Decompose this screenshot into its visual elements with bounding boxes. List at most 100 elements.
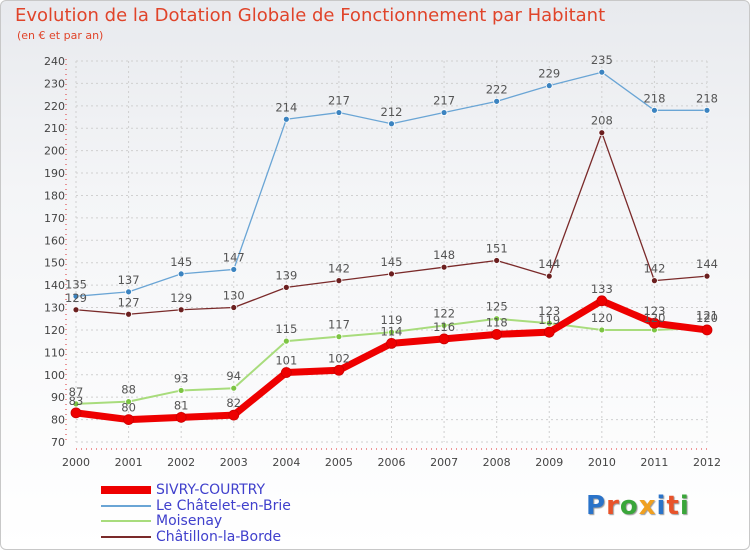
- data-label: 123: [643, 304, 665, 318]
- data-point: [596, 295, 608, 307]
- y-tick-label: 120: [44, 324, 65, 337]
- y-tick-label: 200: [44, 145, 65, 158]
- logo-letter: o: [619, 491, 639, 521]
- x-tick-label: 2007: [430, 456, 458, 469]
- y-tick-label: 130: [44, 302, 65, 315]
- data-label: 142: [643, 262, 665, 276]
- data-label: 217: [433, 94, 455, 108]
- data-point: [282, 337, 290, 345]
- data-point: [177, 270, 185, 278]
- data-point: [598, 68, 606, 76]
- data-label: 117: [328, 318, 350, 332]
- data-label: 144: [538, 257, 560, 271]
- data-point: [545, 82, 553, 90]
- data-point: [125, 310, 132, 318]
- data-label: 151: [486, 241, 508, 255]
- data-label: 125: [486, 300, 508, 314]
- data-label: 217: [328, 94, 350, 108]
- data-point: [649, 317, 660, 329]
- data-point: [177, 306, 185, 314]
- data-label: 122: [433, 306, 455, 320]
- data-point: [386, 337, 397, 349]
- x-tick-label: 2006: [378, 456, 406, 469]
- legend-swatch: [101, 535, 151, 538]
- chart-title: Evolution de la Dotation Globale de Fonc…: [15, 5, 606, 26]
- logo-letter: x: [638, 491, 657, 521]
- legend-swatch: [101, 486, 151, 494]
- data-label: 116: [433, 320, 455, 334]
- x-tick-label: 2002: [167, 456, 195, 469]
- data-point: [701, 324, 713, 336]
- legend-label: Moisenay: [156, 513, 223, 529]
- x-tick-label: 2003: [220, 456, 248, 469]
- x-tick-label: 2010: [588, 456, 616, 469]
- data-point: [545, 272, 553, 280]
- data-point: [703, 106, 711, 114]
- data-label: 118: [486, 315, 508, 329]
- data-point: [280, 367, 292, 378]
- y-tick-label: 230: [44, 77, 65, 90]
- data-point: [388, 328, 395, 336]
- x-tick-label: 2009: [535, 456, 563, 469]
- data-label: 119: [538, 313, 560, 327]
- data-point: [125, 398, 132, 406]
- y-tick-label: 140: [44, 279, 65, 292]
- x-tick-label: 2005: [325, 456, 353, 469]
- legend-swatch: [101, 504, 151, 507]
- y-tick-label: 190: [44, 167, 65, 180]
- data-point: [493, 315, 501, 323]
- data-label: 101: [275, 354, 297, 368]
- data-point: [651, 106, 658, 114]
- data-label: 235: [591, 53, 613, 67]
- data-label: 83: [69, 394, 84, 408]
- logo-letter: r: [606, 491, 620, 521]
- data-point: [493, 97, 501, 105]
- data-label: 81: [174, 398, 189, 412]
- data-point: [388, 270, 395, 278]
- data-point: [651, 277, 658, 285]
- x-tick-label: 2008: [483, 456, 511, 469]
- data-point: [543, 326, 555, 338]
- data-point: [440, 322, 448, 329]
- data-label: 144: [696, 257, 718, 271]
- y-tick-label: 70: [51, 436, 65, 449]
- data-label: 212: [381, 105, 403, 119]
- y-tick-label: 110: [44, 346, 65, 359]
- data-label: 93: [174, 371, 189, 385]
- data-point: [72, 292, 80, 300]
- data-label: 120: [696, 311, 718, 325]
- y-tick-label: 220: [44, 100, 65, 113]
- data-point: [282, 283, 290, 291]
- chart-subtitle: (en € et par an): [17, 29, 104, 42]
- data-label: 137: [118, 273, 140, 287]
- data-label: 147: [223, 250, 245, 264]
- data-label: 88: [121, 383, 136, 397]
- data-point: [175, 411, 187, 423]
- data-point: [335, 277, 343, 285]
- data-label: 121: [696, 309, 718, 323]
- data-point: [230, 384, 238, 392]
- data-point: [72, 306, 80, 314]
- legend-label: Châtillon-la-Borde: [156, 528, 282, 545]
- y-tick-label: 150: [44, 257, 65, 270]
- data-point: [438, 333, 450, 345]
- proxiti-logo: Proxiti: [586, 491, 690, 521]
- data-label: 129: [65, 291, 87, 305]
- data-point: [493, 257, 501, 264]
- x-tick-label: 2001: [115, 456, 143, 469]
- data-label: 127: [118, 295, 140, 309]
- data-label: 148: [433, 248, 455, 262]
- data-point: [177, 387, 185, 394]
- x-tick-label: 2012: [693, 456, 721, 469]
- data-label: 129: [170, 291, 192, 305]
- y-tick-label: 100: [44, 369, 65, 382]
- logo-letter: t: [666, 491, 680, 521]
- data-point: [230, 304, 238, 311]
- y-tick-label: 240: [44, 55, 65, 68]
- data-point: [282, 115, 290, 123]
- data-label: 214: [275, 100, 297, 114]
- data-label: 229: [538, 67, 560, 81]
- data-label: 114: [381, 324, 403, 338]
- logo-letter: P: [586, 491, 607, 521]
